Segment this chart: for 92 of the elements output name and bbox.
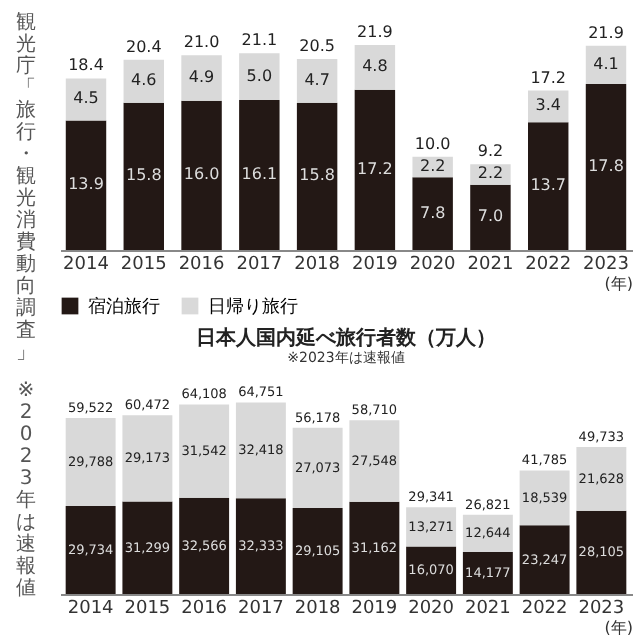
x-tick-label: 2018 — [294, 255, 341, 275]
x-tick-label: 2020 — [408, 599, 455, 619]
data-label: 5.0 — [246, 66, 273, 85]
total-label: 20.5 — [299, 36, 335, 55]
bar — [239, 99, 280, 250]
data-label: 2.2 — [419, 157, 446, 176]
x-axis-title: (年) — [604, 275, 633, 293]
bar — [65, 506, 116, 594]
data-label: 4.9 — [188, 68, 215, 87]
bar — [576, 510, 627, 594]
x-tick-label: 2023 — [583, 255, 629, 275]
x-tick-label: 2021 — [464, 599, 511, 619]
x-tick-label: 2015 — [120, 255, 167, 275]
bar — [349, 501, 400, 594]
bar — [179, 497, 230, 594]
bar — [179, 404, 230, 498]
total-label: 9.2 — [477, 142, 504, 161]
data-label: 4.7 — [304, 70, 330, 89]
bar — [462, 552, 513, 594]
data-label: 4.1 — [593, 54, 619, 73]
bar — [585, 84, 627, 250]
bar — [354, 44, 396, 90]
x-tick-label: 2021 — [467, 255, 514, 275]
bar — [181, 55, 222, 101]
bar — [354, 89, 396, 250]
x-tick-label: 2019 — [351, 599, 398, 619]
bar — [235, 402, 286, 499]
total-label: 21.1 — [241, 31, 278, 50]
data-label: 17.8 — [588, 157, 624, 176]
chart-title: 日本人国内延べ旅行者数（万人） — [196, 326, 496, 350]
bar — [406, 546, 457, 594]
x-tick-label: 2015 — [124, 599, 171, 619]
bar — [349, 420, 400, 502]
x-axis-title: (年) — [604, 619, 633, 637]
data-label: 4.6 — [131, 71, 157, 90]
legend-label: 日帰り旅行 — [208, 296, 298, 318]
data-label: 13.9 — [68, 175, 104, 194]
bar — [123, 102, 164, 250]
x-tick-label: 2014 — [67, 599, 115, 619]
bar — [296, 102, 338, 250]
bar — [292, 507, 343, 594]
bar — [296, 58, 338, 103]
data-label: 7.0 — [477, 207, 504, 226]
x-tick-label: 2019 — [351, 255, 399, 275]
data-label: 4.8 — [362, 57, 388, 76]
text: 観光庁「旅行・観光消費動向調査」 — [16, 12, 36, 364]
total-label: 10.0 — [414, 134, 451, 153]
data-label: 2.2 — [477, 164, 504, 183]
data-label: 16.1 — [241, 164, 278, 183]
x-tick-label: 2022 — [525, 255, 572, 275]
x-tick-label: 2018 — [294, 599, 342, 619]
total-label: 18.4 — [68, 56, 104, 75]
bar — [122, 501, 173, 594]
x-tick-label: 2023 — [578, 599, 625, 619]
bar — [412, 177, 453, 250]
bar — [292, 427, 343, 508]
bar — [123, 59, 164, 103]
data-label: 13.7 — [530, 176, 567, 195]
bar — [585, 45, 627, 85]
bar — [181, 100, 222, 250]
bar — [122, 415, 173, 502]
data-label: 7.8 — [419, 203, 446, 222]
total-label: 21.9 — [588, 23, 624, 42]
data-label: 17.2 — [357, 159, 393, 178]
legend-label: 宿泊旅行 — [88, 296, 160, 318]
bar — [65, 417, 116, 507]
bar — [235, 498, 286, 594]
bar — [239, 53, 280, 100]
text: ※2023年は速報値 — [16, 380, 36, 600]
x-tick-label: 2022 — [521, 599, 568, 619]
total-label: 20.4 — [125, 37, 162, 56]
total-label: 17.2 — [530, 68, 567, 87]
x-tick-label: 2016 — [181, 599, 228, 619]
data-label: 3.4 — [535, 96, 561, 115]
bar — [519, 470, 570, 526]
data-label: 16.0 — [183, 165, 220, 184]
total-label: 21.0 — [183, 33, 220, 52]
data-label: 15.8 — [125, 166, 162, 185]
x-tick-label: 2017 — [237, 599, 284, 619]
bar — [470, 184, 511, 250]
x-tick-label: 2014 — [63, 255, 110, 275]
x-tick-label: 2016 — [178, 255, 226, 275]
data-label: 15.8 — [299, 166, 335, 185]
bar — [519, 525, 570, 594]
data-label: 4.5 — [73, 89, 99, 108]
bar — [576, 446, 627, 511]
bar — [528, 122, 569, 250]
x-tick-label: 2020 — [409, 255, 457, 275]
x-tick-label: 2017 — [236, 255, 283, 275]
total-label: 21.9 — [357, 22, 393, 41]
bar — [65, 120, 107, 250]
bar — [65, 78, 107, 121]
